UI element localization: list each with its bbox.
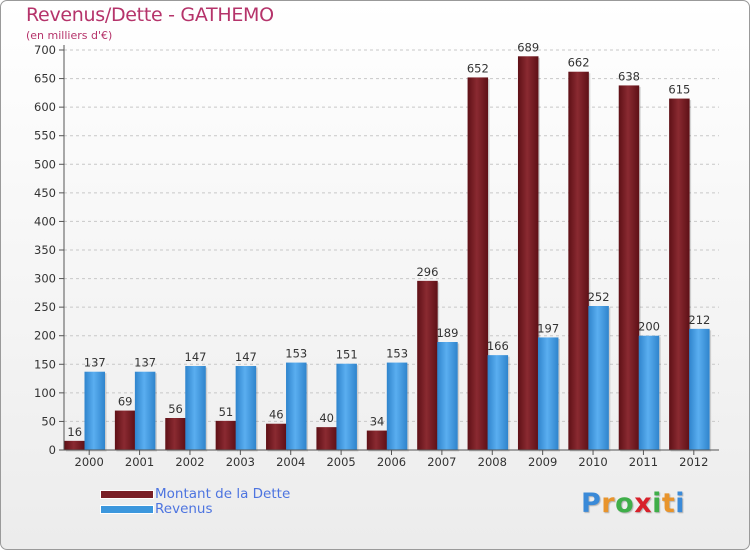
- x-tick-label: 2012: [679, 455, 708, 469]
- x-tick-label: 2000: [75, 455, 104, 469]
- bar-dette: [366, 430, 388, 450]
- data-label-dette: 296: [416, 265, 438, 279]
- y-tick-label: 650: [34, 72, 56, 86]
- data-label-dette: 652: [467, 61, 489, 75]
- data-label-dette: 34: [370, 415, 385, 429]
- legend-swatch-dette: [100, 490, 154, 499]
- bar-dette: [165, 418, 186, 450]
- bar-dette: [316, 427, 337, 450]
- bar-revenus: [437, 342, 458, 450]
- data-label-revenus: 200: [638, 320, 660, 334]
- bar-dette: [114, 410, 136, 450]
- y-tick-label: 50: [41, 414, 56, 428]
- legend-label-dette: Montant de la Dette: [155, 486, 291, 502]
- data-labels: 16 137 69 137 56 147 51 147 46 153 40 151 34 153 296 18…: [67, 40, 710, 439]
- y-tick-label: 0: [49, 443, 56, 457]
- bar-dette: [669, 98, 690, 451]
- bar-dette: [568, 71, 589, 450]
- x-tick-label: 2010: [578, 455, 607, 469]
- y-tick-label: 250: [34, 300, 56, 314]
- data-label-dette: 51: [219, 405, 234, 419]
- logo-letter: t: [661, 488, 676, 519]
- data-label-dette: 689: [517, 40, 539, 54]
- x-tick-label: 2002: [175, 455, 204, 469]
- data-label-revenus: 166: [487, 339, 509, 353]
- bar-revenus: [588, 306, 609, 450]
- data-label-dette: 56: [168, 402, 183, 416]
- grid: [64, 49, 719, 422]
- chart-subtitle: (en milliers d'€): [26, 29, 113, 42]
- bar-revenus: [689, 328, 710, 450]
- legend-swatch-revenus: [100, 505, 154, 514]
- bar-dette: [618, 85, 640, 450]
- bar-dette: [517, 56, 539, 451]
- y-tick-label: 700: [34, 43, 56, 57]
- data-label-dette: 638: [618, 69, 640, 83]
- bar-dette: [266, 423, 287, 450]
- x-tick-label: 2009: [528, 455, 557, 469]
- data-label-revenus: 189: [436, 326, 458, 340]
- data-label-revenus: 212: [688, 313, 710, 327]
- data-label-dette: 69: [118, 395, 133, 409]
- data-label-revenus: 151: [336, 348, 358, 362]
- bar-dette: [64, 440, 85, 450]
- logo-letter: P: [581, 488, 602, 519]
- bar-revenus: [487, 355, 509, 450]
- data-label-revenus: 147: [235, 350, 257, 364]
- x-tick-label: 2006: [377, 455, 406, 469]
- bar-revenus: [638, 335, 660, 450]
- bar-revenus: [84, 371, 105, 450]
- data-label-revenus: 252: [588, 290, 610, 304]
- y-tick-label: 400: [34, 214, 56, 228]
- data-label-revenus: 147: [185, 350, 207, 364]
- y-tick-label: 200: [34, 329, 56, 343]
- y-tick-label: 600: [34, 100, 56, 114]
- data-label-dette: 16: [67, 425, 82, 439]
- bar-revenus: [185, 366, 206, 450]
- data-label-revenus: 137: [134, 356, 156, 370]
- bar-revenus: [336, 363, 357, 450]
- data-label-dette: 46: [269, 408, 284, 422]
- x-tick-label: 2007: [427, 455, 456, 469]
- logo-letter: i: [652, 488, 662, 519]
- y-tick-label: 150: [34, 357, 56, 371]
- x-tick-label: 2008: [478, 455, 507, 469]
- x-tick-label: 2001: [125, 455, 154, 469]
- legend-label-revenus: Revenus: [155, 501, 213, 517]
- data-label-revenus: 153: [285, 347, 307, 361]
- bar-revenus: [386, 362, 408, 450]
- axes: 0 50 100 150 200 250 300 350 400 450 500 550 600 650 7…: [34, 43, 719, 469]
- y-tick-label: 300: [34, 272, 56, 286]
- bar-revenus: [537, 337, 559, 450]
- bars: [64, 56, 712, 452]
- logo-letter: o: [615, 488, 635, 519]
- data-label-revenus: 137: [84, 356, 106, 370]
- logo-letter: x: [634, 488, 653, 519]
- data-label-dette: 662: [568, 56, 590, 70]
- bar-revenus: [235, 366, 257, 450]
- data-label-dette: 40: [319, 411, 334, 425]
- logo-letter: r: [601, 488, 616, 519]
- x-tick-label: 2005: [326, 455, 355, 469]
- y-tick-label: 500: [34, 157, 56, 171]
- y-tick-label: 550: [34, 129, 56, 143]
- x-tick-label: 2004: [276, 455, 305, 469]
- y-tick-label: 100: [34, 386, 56, 400]
- data-label-dette: 615: [668, 83, 690, 97]
- data-label-revenus: 153: [386, 347, 408, 361]
- bar-dette: [467, 77, 489, 450]
- x-tick-label: 2011: [629, 455, 658, 469]
- data-label-revenus: 197: [537, 321, 559, 335]
- bar-dette: [417, 280, 438, 450]
- proxiti-logo: Proxiti: [581, 488, 685, 519]
- x-tick-label: 2003: [226, 455, 255, 469]
- chart-title: Revenus/Dette - GATHEMO: [26, 4, 274, 26]
- logo-letter: i: [675, 488, 686, 519]
- y-tick-label: 350: [34, 243, 56, 257]
- bar-revenus: [134, 371, 156, 450]
- bar-dette: [215, 420, 237, 450]
- bar-revenus: [286, 362, 307, 450]
- y-tick-label: 450: [34, 186, 56, 200]
